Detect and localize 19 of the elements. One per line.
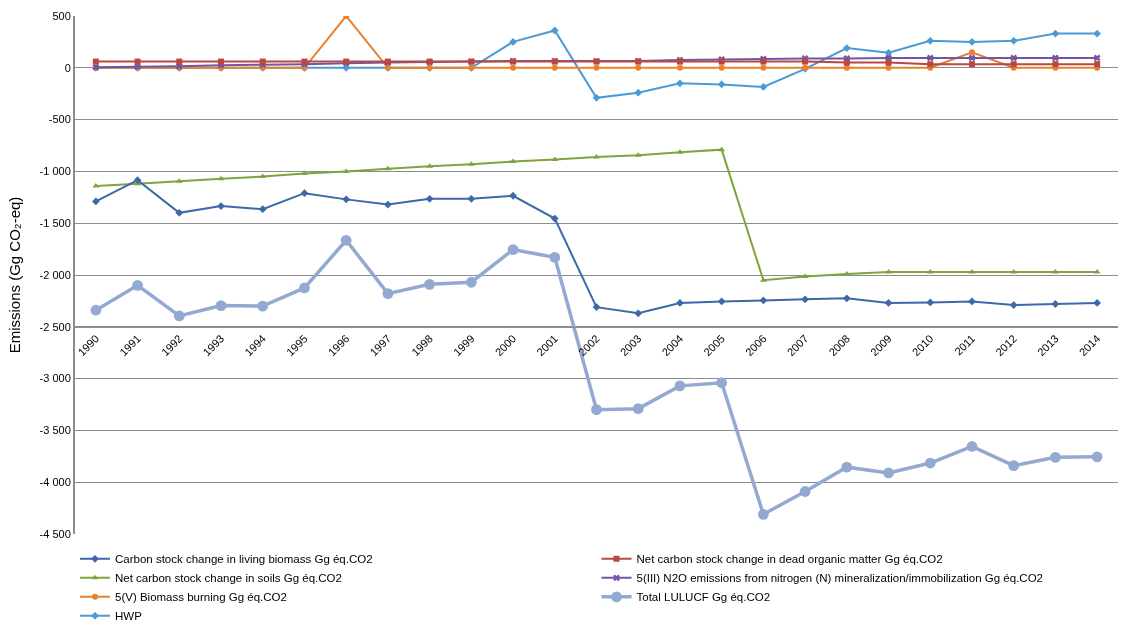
y-tick-label: -4 000: [39, 476, 71, 489]
y-tick-label: -2 500: [39, 320, 71, 333]
y-tick-label: -1 000: [39, 165, 71, 178]
y-axis-title: Emissions (Gg CO₂-eq): [6, 196, 24, 354]
y-tick-label: -1 500: [39, 217, 71, 230]
legend-label: Carbon stock change in living biomass Gg éq.CO2: [115, 553, 373, 566]
y-tick-label: 0: [64, 61, 71, 74]
y-tick-label: -4 500: [39, 527, 71, 540]
y-tick-label: -2 000: [39, 268, 71, 281]
legend-label: HWP: [115, 610, 143, 623]
y-tick-label: 500: [52, 9, 71, 22]
legend-label: Total LULUCF Gg éq.CO2: [636, 591, 771, 604]
legend-label: Net carbon stock change in soils Gg éq.CO2: [115, 572, 342, 585]
legend-label: 5(III) N2O emissions from nitrogen (N) mineralization/immobilization Gg éq.CO2: [636, 572, 1043, 585]
y-tick-label: -3 500: [39, 424, 71, 437]
y-tick-label: -3 000: [39, 372, 71, 385]
y-tick-label: -500: [48, 113, 71, 126]
legend-label: Net carbon stock change in dead organic matter Gg éq.CO2: [636, 553, 943, 566]
legend-label: 5(V) Biomass burning Gg éq.CO2: [115, 591, 287, 604]
